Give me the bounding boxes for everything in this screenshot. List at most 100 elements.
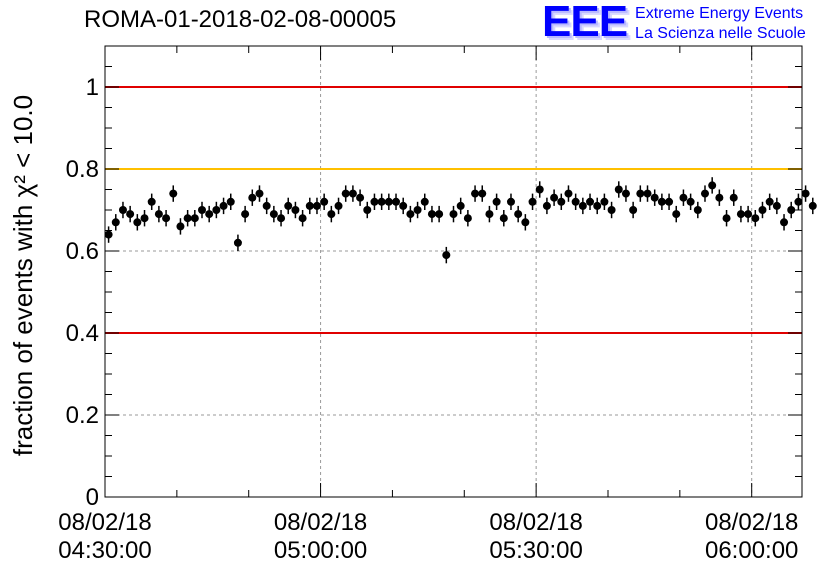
data-point (269, 210, 278, 219)
data-point (363, 206, 372, 214)
data-point (535, 185, 544, 194)
x-tick-label-time: 04:30:00 (58, 537, 151, 564)
data-point (348, 189, 357, 198)
data-point (255, 189, 264, 198)
data-point (629, 206, 638, 214)
data-point (312, 201, 321, 210)
data-point (327, 210, 336, 219)
data-point (420, 197, 429, 206)
data-point (571, 197, 580, 206)
eee-logo-text: Extreme Energy Events La Scienza nelle S… (635, 4, 806, 44)
data-point (758, 206, 767, 214)
data-point (751, 214, 760, 223)
data-point (485, 210, 494, 219)
data-point (463, 214, 472, 223)
y-tick-label: 0.4 (66, 320, 99, 347)
y-axis-label: fraction of events with χ² < 10.0 (8, 95, 38, 456)
data-point (521, 218, 530, 227)
y-tick-label: 1 (86, 74, 99, 101)
data-point (456, 201, 465, 210)
logo-line-1: Extreme Energy Events (635, 5, 804, 22)
data-point (198, 206, 207, 214)
data-point (449, 210, 458, 219)
data-point (442, 251, 451, 260)
data-point (801, 189, 810, 198)
data-point (621, 189, 630, 198)
data-point (550, 193, 559, 202)
x-tick-label-time: 05:00:00 (274, 537, 367, 564)
x-tick-label-time: 05:30:00 (489, 537, 582, 564)
y-tick-label: 0 (86, 484, 99, 511)
data-point (140, 214, 149, 223)
data-point (794, 197, 803, 206)
data-point (471, 189, 480, 198)
data-point (528, 197, 537, 206)
data-point (686, 197, 695, 206)
x-tick-label-date: 08/02/18 (274, 509, 367, 536)
data-point (169, 189, 178, 198)
chart-title: ROMA-01-2018-02-08-00005 (84, 6, 397, 33)
plot-frame (104, 45, 803, 498)
data-point (226, 197, 235, 206)
data-point (665, 197, 674, 206)
data-point (736, 210, 745, 219)
data-point (708, 181, 717, 190)
data-point (147, 197, 156, 206)
x-tick-label-date: 08/02/18 (705, 509, 798, 536)
data-point (392, 197, 401, 206)
data-point (614, 185, 623, 194)
data-point (219, 201, 228, 210)
data-point (111, 218, 120, 227)
data-point (241, 210, 250, 219)
data-point (277, 214, 286, 223)
data-point (190, 214, 199, 223)
data-point (478, 189, 487, 198)
data-point (162, 214, 171, 223)
data-point (399, 201, 408, 210)
data-point (427, 210, 436, 219)
x-tick-label-date: 08/02/18 (58, 509, 151, 536)
data-point (650, 193, 659, 202)
data-point (672, 210, 681, 219)
data-point (133, 218, 142, 227)
data-point (557, 197, 566, 206)
data-point (600, 197, 609, 206)
data-point (384, 197, 393, 206)
data-point (284, 201, 293, 210)
data-point (607, 206, 616, 214)
y-tick-label: 0.8 (66, 156, 99, 183)
data-point (435, 210, 444, 219)
x-tick-label-date: 08/02/18 (489, 509, 582, 536)
data-point (808, 201, 817, 210)
data-point (341, 189, 350, 198)
data-point (772, 201, 781, 210)
data-point (406, 210, 415, 219)
data-point (334, 201, 343, 210)
data-point (413, 206, 422, 214)
data-point (118, 206, 127, 214)
data-point (780, 218, 789, 227)
data-point (593, 201, 602, 210)
data-point (305, 201, 314, 210)
data-point (744, 210, 753, 219)
data-point (679, 193, 688, 202)
y-tick-label: 0.6 (66, 238, 99, 265)
x-tick-label-time: 06:00:00 (705, 537, 798, 564)
data-point (765, 197, 774, 206)
eee-logo: EEE Extreme Energy Events La Scienza nel… (542, 0, 806, 46)
data-point (586, 197, 595, 206)
data-point (787, 206, 796, 214)
data-point (715, 193, 724, 202)
data-point (126, 210, 135, 219)
data-point (643, 189, 652, 198)
data-point (154, 210, 163, 219)
data-point (499, 214, 508, 223)
data-point (205, 210, 214, 219)
data-point (636, 189, 645, 198)
data-point (212, 206, 221, 214)
data-point (262, 201, 271, 210)
data-point (104, 230, 113, 239)
eee-logo-mark: EEE (542, 0, 628, 46)
data-point (377, 197, 386, 206)
